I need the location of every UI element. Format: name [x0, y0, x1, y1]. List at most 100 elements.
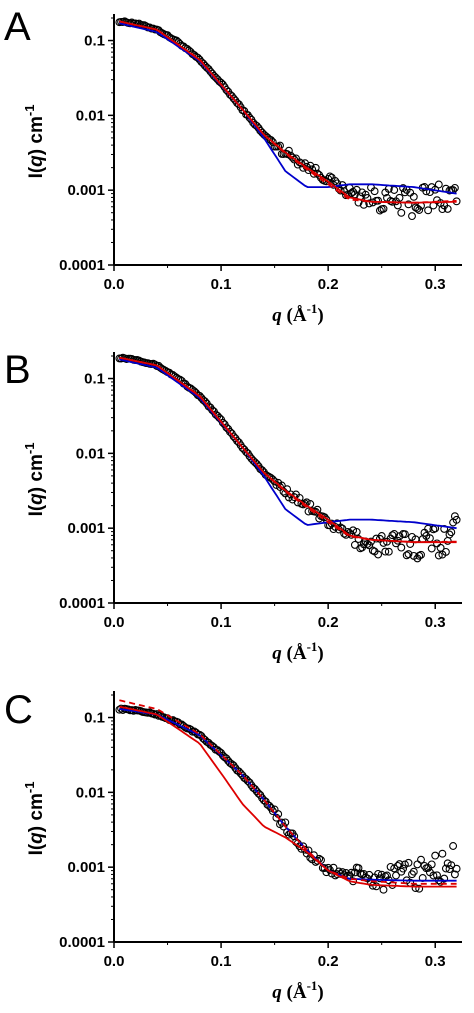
y-tick-label: 0.001 — [67, 520, 105, 537]
data-point — [431, 851, 440, 860]
data-point — [434, 180, 443, 189]
data-point — [422, 187, 431, 196]
x-tick-label: 0.2 — [318, 953, 339, 970]
data-point — [375, 206, 384, 215]
data-point — [395, 193, 404, 202]
x-tick-label: 0.2 — [318, 614, 339, 631]
data-point — [365, 541, 374, 550]
x-tick-label: 0.0 — [104, 276, 125, 293]
data-point — [450, 870, 459, 879]
data-point — [417, 550, 425, 559]
data-point — [409, 867, 418, 876]
data-point — [311, 163, 320, 172]
x-axis-title: q (Å-1) — [272, 978, 323, 1003]
y-axis-title: I(q) cm-1 — [22, 443, 47, 517]
data-point — [404, 858, 413, 867]
y-tick-label: 0.1 — [84, 371, 105, 388]
y-tick-label: 0.01 — [76, 784, 105, 801]
data-point — [415, 551, 424, 560]
x-axis-title: q (Å-1) — [272, 301, 323, 326]
x-tick-label: 0.2 — [318, 276, 339, 293]
x-tick-label: 0.3 — [425, 953, 446, 970]
data-point — [352, 527, 361, 536]
data-point — [413, 860, 422, 869]
data-point — [354, 864, 363, 873]
y-tick-label: 0.001 — [67, 859, 105, 876]
dashed-fit-line-3 — [119, 20, 457, 204]
data-point — [325, 172, 334, 181]
data-point — [374, 196, 383, 205]
data-point — [392, 871, 400, 880]
data-point — [349, 526, 358, 535]
data-point — [404, 200, 413, 209]
data-point — [452, 515, 461, 524]
data-point — [356, 869, 365, 878]
y-axis-title: I(q) cm-1 — [22, 105, 47, 179]
data-point — [329, 525, 338, 534]
chart-panel-c: C 0.1 0.01 0.001 0.0001 0.0 0.1 0.2 0.3 q (Å-1) I(… — [4, 688, 462, 1003]
data-point — [427, 860, 436, 869]
data-point — [417, 855, 425, 864]
y-tick-label: 0.1 — [84, 710, 105, 727]
x-tick-label: 0.0 — [104, 614, 125, 631]
data-point — [406, 540, 415, 548]
data-point — [313, 856, 322, 865]
data-point — [440, 874, 449, 883]
fit-line-2 — [119, 356, 457, 544]
data-points — [115, 704, 461, 894]
data-point — [415, 884, 424, 893]
data-point — [400, 188, 409, 197]
data-point — [347, 868, 356, 877]
data-point — [433, 871, 441, 880]
data-point — [400, 530, 409, 539]
data-point — [368, 546, 377, 555]
data-point — [415, 206, 424, 214]
data-point — [329, 863, 338, 872]
data-point — [400, 860, 409, 869]
y-tick-label: 0.0001 — [59, 595, 105, 612]
data-point — [438, 205, 447, 214]
data-point — [331, 177, 340, 185]
data-point — [372, 882, 381, 891]
data-point — [399, 864, 408, 873]
data-point — [424, 206, 433, 215]
fit-line-1 — [119, 708, 457, 882]
data-point — [365, 199, 374, 208]
chart-panel-b: B 0.1 0.01 0.001 0.0001 0.0 0.1 0.2 0.3 q (Å-1) I(… — [4, 348, 462, 664]
data-point — [379, 204, 388, 213]
x-tick-label: 0.3 — [425, 614, 446, 631]
panel-letter: A — [4, 5, 31, 49]
x-tick-label: 0.0 — [104, 953, 125, 970]
x-tick-label: 0.3 — [425, 276, 446, 293]
data-points — [115, 17, 461, 221]
data-point — [450, 183, 459, 192]
data-point — [379, 538, 388, 547]
data-point — [370, 187, 379, 196]
y-tick-label: 0.0001 — [59, 934, 105, 951]
data-point — [447, 861, 456, 870]
data-point — [267, 136, 275, 145]
fit-line-1 — [119, 358, 457, 530]
data-point — [377, 870, 386, 879]
data-point — [408, 212, 416, 221]
data-point — [383, 871, 391, 880]
y-tick-label: 0.0001 — [59, 257, 105, 274]
y-tick-label: 0.01 — [76, 107, 105, 124]
dashed-fit-line-3 — [119, 699, 457, 885]
panel-letter: C — [4, 688, 33, 732]
data-point — [409, 192, 418, 201]
data-point — [390, 529, 399, 538]
data-point — [408, 870, 416, 879]
data-point — [381, 547, 390, 556]
data-point — [449, 842, 458, 850]
data-point — [443, 204, 452, 213]
data-point — [277, 818, 286, 827]
x-axis-title: q (Å-1) — [272, 639, 323, 664]
data-point — [265, 801, 274, 810]
data-point — [384, 547, 393, 556]
panel-letter: B — [4, 348, 31, 392]
x-tick-label: 0.1 — [211, 953, 232, 970]
data-point — [379, 885, 388, 894]
data-point — [374, 869, 383, 878]
